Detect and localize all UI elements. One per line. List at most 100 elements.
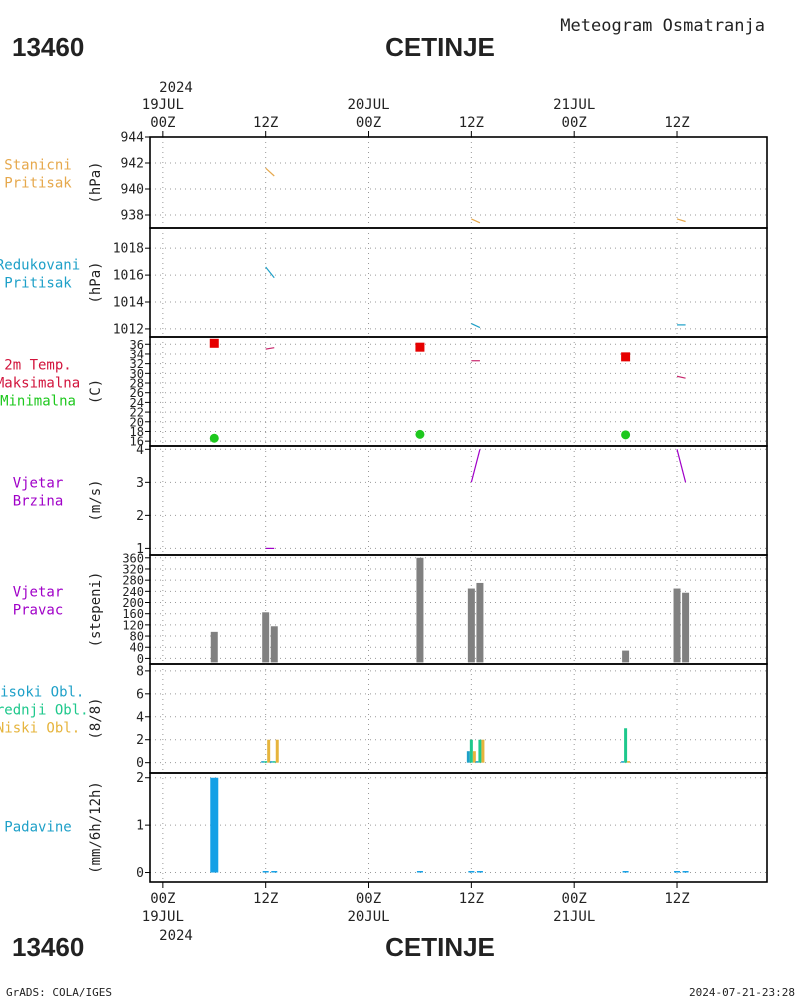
panel-frame — [149, 663, 768, 774]
max-temp-marker — [415, 342, 425, 352]
y-tick-label: 240 — [122, 585, 144, 599]
wind-direction-bar — [682, 592, 690, 663]
y-tick-label: 34 — [130, 347, 144, 361]
precipitation-bar — [416, 871, 423, 873]
y-tick-label: 2 — [136, 733, 144, 748]
unit-label: (hPa) — [88, 161, 104, 203]
timestamp-label: 2024-07-21-23:28 — [689, 986, 795, 999]
y-tick-label: 16 — [130, 435, 144, 449]
mid-cloud-bar — [478, 739, 482, 763]
y-tick-label: 1 — [136, 542, 144, 557]
mid-cloud-bar — [469, 739, 473, 763]
panel-label: Srednji Obl. — [0, 703, 89, 719]
y-tick-label: 1014 — [113, 296, 144, 311]
panel-label: Stanicni — [4, 158, 71, 174]
precipitation-bar — [476, 871, 483, 873]
y-tick-label: 18 — [130, 425, 144, 439]
mid-cloud-bar — [272, 761, 276, 763]
y-tick-label: 1018 — [113, 242, 144, 257]
year-label-bottom: 2024 — [159, 928, 193, 944]
panel-frame — [149, 336, 768, 447]
time-tick-label-top: 00Z — [150, 115, 175, 131]
series-line — [676, 375, 686, 379]
time-date-label-top: 19JUL — [142, 97, 184, 113]
y-tick-label: 200 — [122, 596, 144, 610]
y-tick-label: 20 — [130, 415, 144, 429]
panel-frame — [149, 136, 768, 229]
high-cloud-bar — [621, 761, 625, 763]
y-tick-label: 32 — [130, 357, 144, 371]
y-tick-label: 360 — [122, 551, 144, 565]
panel-wind-speed: 1 2 3 4 (m/s) Vjetar Brzina — [13, 443, 768, 557]
unit-label: (8/8) — [88, 697, 104, 739]
panel-label: Padavine — [4, 820, 71, 836]
precipitation-bar — [468, 871, 475, 873]
y-tick-label: 1012 — [113, 322, 144, 337]
panel-label: Minimalna — [0, 394, 76, 410]
y-tick-label: 30 — [130, 367, 144, 381]
time-date-label-bottom: 20JUL — [347, 909, 389, 925]
wind-direction-bar — [210, 631, 218, 663]
low-cloud-bar — [275, 739, 279, 763]
min-temp-marker — [621, 430, 631, 440]
time-tick-label-bottom: 00Z — [356, 891, 381, 907]
precipitation-bar — [682, 871, 689, 873]
unit-label: (stepeni) — [88, 572, 104, 648]
panel-frame — [149, 445, 768, 556]
y-tick-label: 2 — [136, 509, 144, 524]
wind-direction-bar — [476, 582, 484, 663]
mid-cloud-bar — [264, 761, 268, 763]
y-tick-label: 0 — [136, 756, 144, 771]
panel-label: 2m Temp. — [4, 358, 71, 374]
precipitation-bar — [262, 871, 269, 873]
time-tick-label-top: 12Z — [253, 115, 278, 131]
panel-label: Niski Obl. — [0, 721, 80, 737]
panel-cloud-cover: 0 2 4 6 8 (8/8)Visoki Obl. Srednji Obl. Niski O… — [0, 663, 768, 774]
unit-label: (mm/6h/12h) — [88, 781, 104, 874]
panel-label: Vjetar — [13, 476, 64, 492]
panel-station-pressure: 938 940 942 944 (hPa) Stanicni Pritisak — [4, 131, 768, 229]
y-tick-label: 944 — [121, 131, 145, 146]
y-tick-label: 0 — [136, 866, 144, 881]
unit-label: (m/s) — [88, 479, 104, 521]
max-temp-marker — [209, 338, 219, 348]
y-tick-label: 28 — [130, 377, 144, 391]
time-tick-label-bottom: 12Z — [253, 891, 278, 907]
time-date-label-top: 21JUL — [553, 97, 595, 113]
time-tick-label-bottom: 00Z — [150, 891, 175, 907]
high-cloud-bar — [269, 761, 273, 763]
series-line — [265, 167, 275, 177]
time-date-label-top: 20JUL — [347, 97, 389, 113]
year-label-top: 2024 — [159, 80, 193, 96]
credit-label: GrADS: COLA/IGES — [6, 986, 112, 999]
series-line — [265, 347, 275, 350]
panel-label: Pravac — [13, 603, 64, 619]
y-tick-label: 2 — [136, 771, 144, 786]
y-tick-label: 0 — [137, 652, 144, 666]
y-tick-label: 1016 — [113, 269, 144, 284]
max-temp-marker — [621, 352, 631, 362]
y-tick-label: 8 — [136, 664, 144, 679]
wind-direction-bar — [262, 612, 270, 663]
station-id-bottom: 13460 — [12, 932, 84, 962]
wind-direction-bar — [673, 588, 681, 663]
y-tick-label: 120 — [122, 618, 144, 632]
panel-label: Pritisak — [4, 276, 72, 292]
series-line — [470, 449, 481, 483]
wind-direction-bar — [270, 626, 278, 663]
station-name-bottom: CETINJE — [385, 932, 495, 962]
y-tick-label: 940 — [121, 183, 144, 198]
time-date-label-bottom: 21JUL — [553, 909, 595, 925]
precipitation-bar — [622, 871, 629, 873]
station-id-top: 13460 — [12, 32, 84, 62]
time-tick-label-bottom: 12Z — [459, 891, 484, 907]
y-tick-label: 80 — [130, 630, 144, 644]
meteogram-label: Meteogram Osmatranja — [560, 16, 765, 36]
time-tick-label-bottom: 00Z — [562, 891, 587, 907]
y-tick-label: 6 — [136, 687, 144, 702]
min-temp-marker — [209, 433, 219, 443]
high-cloud-bar — [475, 761, 479, 763]
panel-label: Vjetar — [13, 585, 64, 601]
precipitation-bar — [674, 871, 681, 873]
